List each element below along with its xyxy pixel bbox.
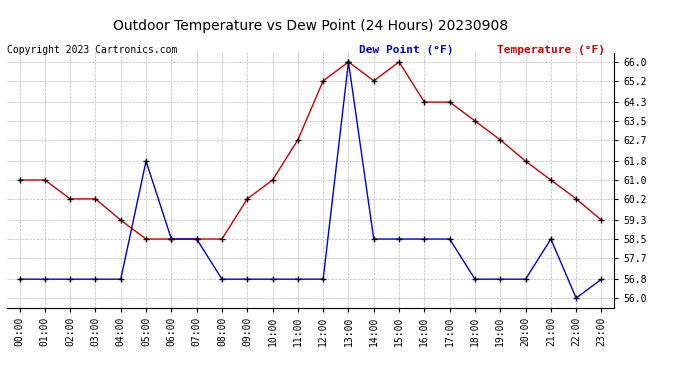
- Text: Copyright 2023 Cartronics.com: Copyright 2023 Cartronics.com: [7, 45, 177, 55]
- Text: Dew Point (°F): Dew Point (°F): [359, 45, 453, 55]
- Text: Outdoor Temperature vs Dew Point (24 Hours) 20230908: Outdoor Temperature vs Dew Point (24 Hou…: [113, 19, 508, 33]
- Text: Temperature (°F): Temperature (°F): [497, 45, 605, 55]
